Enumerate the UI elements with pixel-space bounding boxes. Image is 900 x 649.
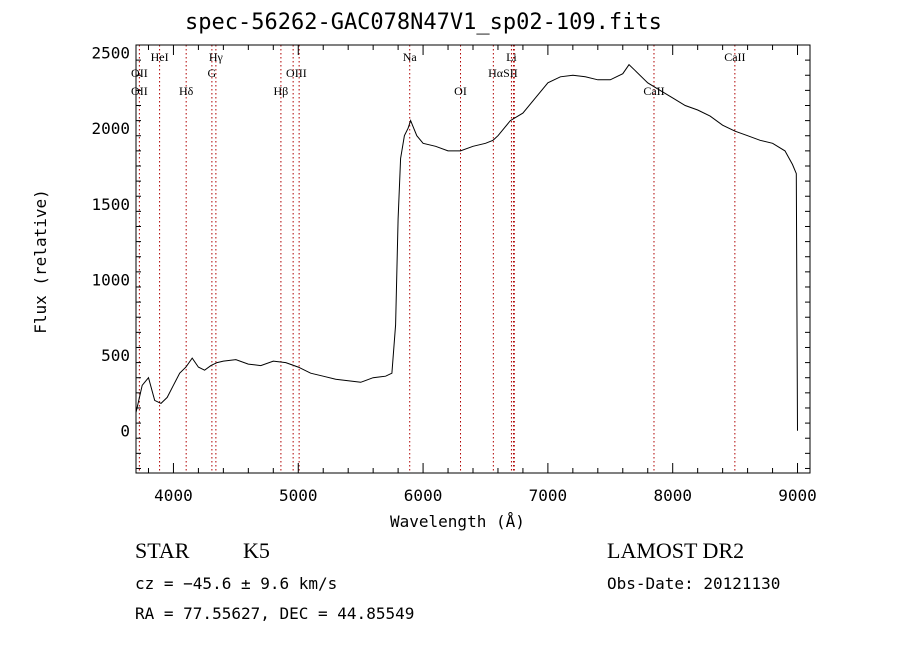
line-label: Li — [506, 50, 517, 64]
line-label: OII — [131, 84, 148, 98]
line-label: Hβ — [274, 84, 289, 98]
y-tick-label: 1000 — [91, 270, 130, 289]
line-label: HαSII — [488, 66, 518, 80]
x-tick-label: 7000 — [529, 486, 568, 505]
plot-frame — [135, 44, 811, 474]
line-label: OII — [131, 66, 148, 80]
spectrum-series — [135, 63, 798, 431]
coordinates: RA = 77.55627, DEC = 44.85549 — [135, 604, 415, 623]
line-label: Hγ — [209, 50, 224, 64]
y-tick-label: 0 — [120, 422, 130, 441]
line-label: G — [208, 66, 217, 80]
x-axis-label: Wavelength (Å) — [390, 512, 525, 531]
object-class: STAR — [135, 538, 190, 563]
x-tick-label: 9000 — [778, 486, 817, 505]
y-axis-label: Flux (relative) — [30, 189, 50, 334]
line-label: OI — [454, 84, 467, 98]
x-tick-label: 8000 — [653, 486, 692, 505]
line-label: HeI — [151, 50, 169, 64]
y-tick-label: 2000 — [91, 119, 130, 138]
x-tick-label: 6000 — [404, 486, 443, 505]
y-tick-label: 1500 — [91, 195, 130, 214]
chart-title: spec-56262-GAC078N47V1_sp02-109.fits — [185, 10, 662, 35]
y-tick-label: 2500 — [91, 44, 130, 63]
line-label: CaII — [643, 84, 664, 98]
line-label: CaII — [724, 50, 745, 64]
y-tick-label: 500 — [101, 346, 130, 365]
object-subclass: K5 — [243, 538, 270, 563]
survey-name: LAMOST DR2 — [607, 538, 745, 563]
redshift-velocity: cz = −45.6 ± 9.6 km/s — [135, 574, 338, 593]
spectrum-line — [135, 63, 798, 431]
line-label: OIII — [286, 66, 307, 80]
x-tick-label: 4000 — [154, 486, 193, 505]
emission-line-markers — [138, 45, 736, 473]
line-label: Hδ — [179, 84, 194, 98]
line-label: Na — [403, 50, 418, 64]
x-tick-label: 5000 — [279, 486, 318, 505]
observation-date: Obs-Date: 20121130 — [607, 574, 781, 593]
axes: 4000 5000 6000 7000 8000 9000 0 500 1000 1500 2000… — [91, 44, 816, 505]
